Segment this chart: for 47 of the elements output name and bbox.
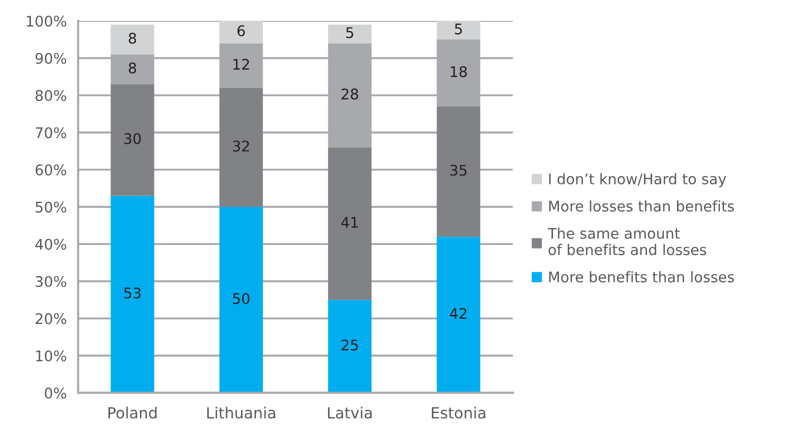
data-label: 18 [450,66,467,78]
y-tick-label: 10% [36,350,66,362]
data-label: 50 [232,293,250,304]
data-label: 5 [346,27,354,38]
data-label: 32 [232,140,249,152]
data-label: 30 [124,133,141,144]
bar [436,106,480,237]
bar [436,20,480,40]
bar [436,236,480,393]
y-tick-label: 100% [26,16,66,27]
x-tick-label: Estonia [432,406,486,419]
bar [110,84,154,196]
data-label: 28 [342,88,358,100]
data-label: 25 [342,340,358,351]
y-tick-label: 50% [36,202,66,213]
bar [219,20,263,44]
bar [219,206,263,393]
data-label: 42 [450,308,466,319]
legend-label: More losses than benefits [549,200,734,212]
y-tick-label: 40% [35,238,66,250]
legend-label: The same amount of benefits and losses [548,228,706,256]
y-tick-label: 60% [36,164,66,176]
data-label: 53 [124,287,141,299]
data-label: 8 [128,62,136,74]
x-tick-label: Latvia [328,406,372,419]
data-label: 12 [233,58,249,70]
bar [219,88,263,207]
bar [328,300,372,393]
y-tick-label: 20% [36,313,66,324]
x-tick-label: Poland [108,406,157,419]
data-label: 41 [341,217,358,228]
data-label: 6 [238,25,245,36]
legend-label: I don’t know/Hard to say [549,173,726,188]
bar [110,196,154,393]
y-tick-label: 90% [36,52,66,64]
data-label: 8 [128,32,136,44]
bar [110,24,154,54]
y-tick-label: 30% [36,276,66,288]
y-tick-label: 80% [36,90,66,102]
bar [328,24,372,44]
legend-label: More benefits than losses [549,271,734,282]
data-label: 5 [454,24,462,34]
y-tick-label: 70% [36,127,66,138]
y-tick-label: 0% [44,388,66,399]
x-tick-label: Lithuania [207,406,276,419]
bar [328,147,372,300]
data-label: 35 [450,164,467,176]
